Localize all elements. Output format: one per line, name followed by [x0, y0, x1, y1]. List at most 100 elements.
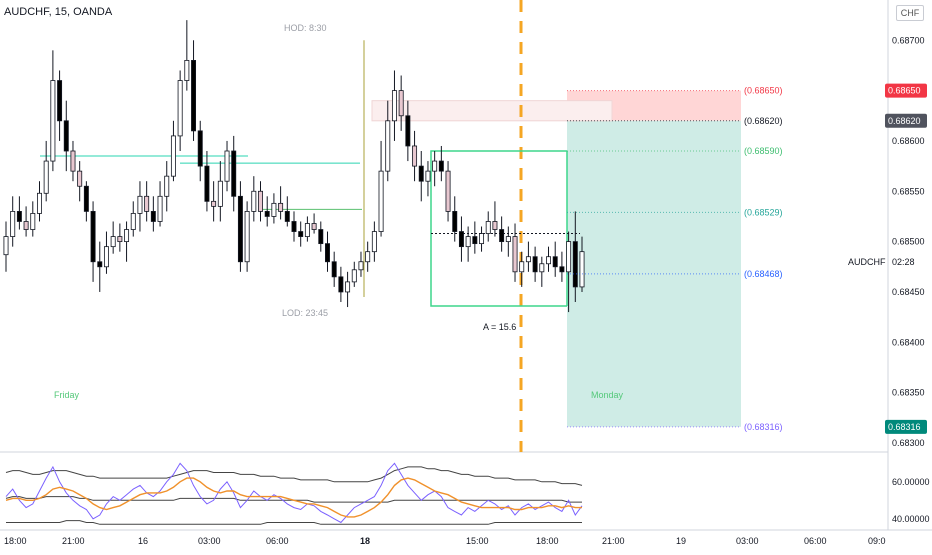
candle-body-20	[137, 195, 143, 214]
rsi-band-mid	[5, 496, 582, 503]
candle-body-49	[331, 261, 337, 278]
price-tick-8: 0.68300	[892, 438, 925, 448]
candle-body-6	[43, 160, 49, 194]
candle-body-70	[472, 236, 478, 245]
level-label-1: (0.68620)	[744, 116, 783, 126]
session-label-1: Monday	[591, 390, 624, 400]
price-tick-5: 0.68450	[892, 287, 925, 297]
candle-body-35	[237, 195, 243, 263]
candle-body-39	[264, 211, 270, 217]
candle-body-82	[552, 256, 558, 268]
time-tick-12: 09:0	[868, 536, 886, 546]
rsi-band-lower	[6, 520, 582, 525]
rsi-tick-1: 40.00000	[892, 514, 930, 524]
candle-body-75	[505, 236, 511, 243]
candle-body-45	[304, 223, 310, 237]
candle-body-33	[224, 150, 230, 182]
price-badge-2: 0.68316	[888, 422, 921, 432]
time-tick-11: 06:00	[804, 536, 827, 546]
candle-body-42	[284, 211, 290, 222]
price-badge-0: 0.68650	[888, 86, 921, 96]
session-label-0: Friday	[54, 390, 80, 400]
lod-annotation: LOD: 23:45	[282, 308, 328, 318]
candle-body-19	[130, 213, 136, 230]
candle-body-80	[539, 263, 545, 273]
time-tick-4: 06:00	[266, 536, 289, 546]
grid	[0, 0, 932, 531]
candle-body-38	[258, 190, 263, 212]
candle-body-25	[170, 135, 176, 177]
time-tick-6: 15:00	[466, 536, 489, 546]
candle-body-30	[204, 165, 210, 202]
currency-badge[interactable]: CHF	[896, 5, 924, 21]
overlay-lines	[40, 0, 580, 452]
candle-body-53	[358, 261, 364, 271]
candle-body-72	[485, 221, 491, 234]
candle-body-2	[16, 211, 22, 222]
candle-body-69	[465, 236, 471, 248]
level-label-2: (0.68590)	[744, 146, 783, 156]
candle-body-48	[325, 243, 330, 263]
candle-body-54	[365, 251, 371, 263]
candle-body-22	[150, 211, 156, 222]
candle-body-81	[546, 256, 551, 265]
candle-body-44	[298, 231, 304, 237]
candle-body-40	[271, 202, 277, 217]
time-tick-10: 03:00	[736, 536, 759, 546]
candle-body-28	[191, 60, 197, 132]
price-tick-3: 0.68550	[892, 186, 925, 196]
time-tick-1: 21:00	[62, 536, 85, 546]
time-tick-0: 18:00	[4, 536, 27, 546]
range-annotation: A = 15.6	[483, 322, 516, 332]
candle-body-46	[311, 223, 317, 230]
candle-body-0	[3, 236, 9, 256]
level-label-0: (0.68650)	[744, 86, 783, 96]
candle-body-47	[318, 229, 324, 245]
candle-body-34	[231, 150, 237, 197]
time-tick-9: 19	[676, 536, 686, 546]
range-box	[430, 150, 567, 307]
candles	[3, 20, 585, 313]
candle-body-77	[519, 261, 525, 273]
candle-body-56	[378, 170, 384, 232]
time-tick-2: 16	[138, 536, 148, 546]
price-badge-bg-2	[885, 419, 927, 434]
price-tick-2: 0.68600	[892, 136, 925, 146]
candle-body-64	[432, 160, 438, 172]
price-tick-6: 0.68400	[892, 337, 925, 347]
candle-body-65	[438, 160, 444, 172]
price-axis: 0.68700 0.68650 0.68600 0.68550 0.68500 0.684…	[885, 35, 927, 448]
price-badge-bg-1	[885, 113, 927, 128]
candle-body-10	[70, 150, 76, 172]
level-label-5: (0.68316)	[744, 422, 783, 432]
level-label-3: (0.68529)	[744, 207, 783, 217]
candle-body-17	[117, 236, 123, 243]
candle-body-23	[157, 195, 163, 222]
candle-body-78	[525, 256, 531, 263]
price-tick-0: 0.68700	[892, 35, 925, 45]
candle-body-84	[566, 241, 572, 273]
candle-body-37	[251, 190, 257, 212]
candle-body-29	[197, 130, 203, 167]
time-tick-7: 18:00	[536, 536, 559, 546]
candle-body-3	[23, 221, 29, 230]
candle-body-8	[57, 80, 63, 122]
price-tick-7: 0.68350	[892, 388, 925, 398]
level-label-4: (0.68468)	[744, 269, 783, 279]
candle-body-26	[177, 80, 183, 137]
price-badge-1: 0.68620	[888, 116, 921, 126]
candle-body-76	[512, 236, 518, 273]
candle-body-63	[425, 170, 431, 182]
candle-body-1	[10, 211, 16, 237]
candle-body-24	[164, 175, 170, 197]
candle-body-57	[385, 120, 391, 172]
candle-body-9	[63, 120, 69, 152]
candle-body-60	[405, 115, 411, 147]
rsi-tick-0: 60.00000	[892, 477, 930, 487]
hod-annotation: HOD: 8:30	[284, 23, 327, 33]
candle-body-11	[77, 170, 83, 187]
candle-body-13	[90, 211, 96, 263]
candle-body-14	[97, 261, 103, 268]
time-tick-5: 18	[360, 536, 370, 546]
